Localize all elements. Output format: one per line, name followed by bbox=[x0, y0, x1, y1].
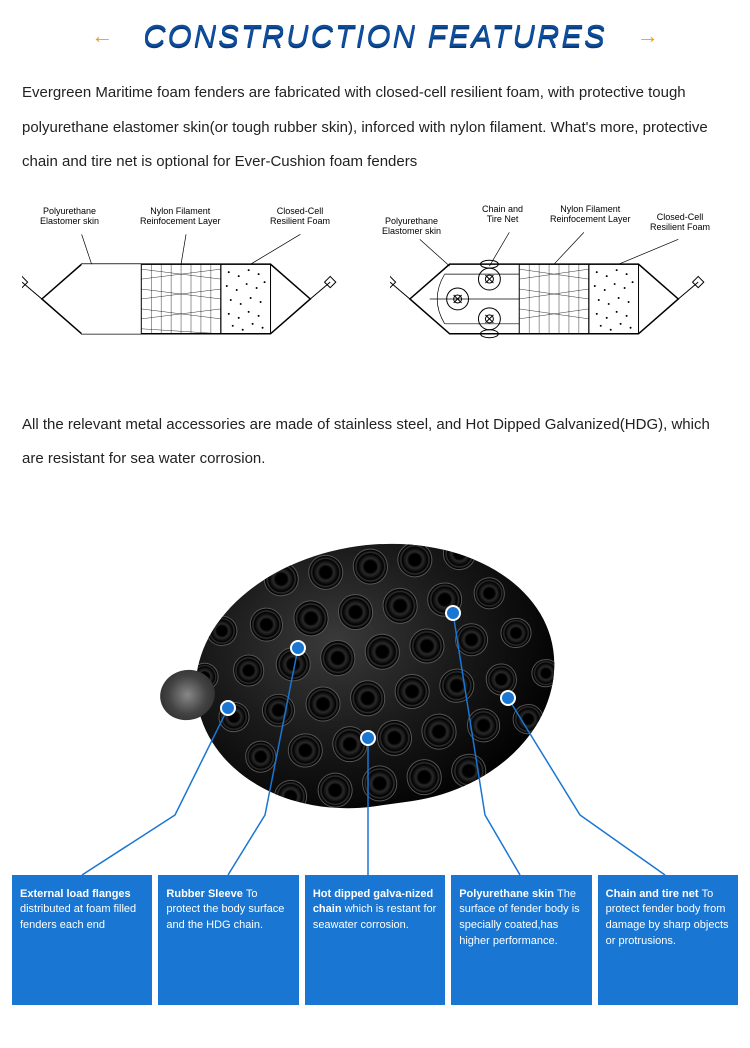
diagram2-label-skin: Polyurethane Elastomer skin bbox=[382, 216, 441, 238]
info-title: Chain and tire net bbox=[606, 888, 702, 900]
page-title: CONSTRUCTION FEATURES bbox=[143, 18, 606, 54]
callout-dot-5 bbox=[500, 690, 516, 706]
info-box-flanges: External load flanges distributed at foa… bbox=[12, 875, 152, 1005]
arrow-left-icon: ← bbox=[91, 23, 113, 49]
diagram2-label-foam: Closed-Cell Resilient Foam bbox=[650, 212, 710, 234]
diagram1-label-foam: Closed-Cell Resilient Foam bbox=[270, 206, 330, 228]
metal-paragraph: All the relevant metal accessories are m… bbox=[0, 394, 750, 491]
callout-dot-4 bbox=[445, 605, 461, 621]
info-box-sleeve: Rubber Sleeve To protect the body surfac… bbox=[158, 875, 298, 1005]
diagram2-label-nylon: Nylon Filament Reinfocement Layer bbox=[550, 204, 631, 226]
product-callout-section: External load flanges distributed at foa… bbox=[0, 495, 750, 1005]
fender-image bbox=[165, 515, 585, 835]
info-text: distributed at foam filled fenders each … bbox=[20, 903, 136, 931]
intro-paragraph: Evergreen Maritime foam fenders are fabr… bbox=[0, 62, 750, 194]
info-title: Polyurethane skin bbox=[459, 888, 557, 900]
info-box-chain: Hot dipped galva-nized chain which is re… bbox=[305, 875, 445, 1005]
callout-dot-2 bbox=[290, 640, 306, 656]
info-box-row: External load flanges distributed at foa… bbox=[0, 875, 750, 1005]
diagram2-label-net: Chain and Tire Net bbox=[482, 204, 523, 226]
diagram-row: Polyurethane Elastomer skin Nylon Filame… bbox=[0, 194, 750, 394]
page-header: ← CONSTRUCTION FEATURES → bbox=[0, 0, 750, 62]
info-box-skin: Polyurethane skin The surface of fender … bbox=[451, 875, 591, 1005]
callout-dot-3 bbox=[360, 730, 376, 746]
info-box-tirenet: Chain and tire net To protect fender bod… bbox=[598, 875, 738, 1005]
callout-dot-1 bbox=[220, 700, 236, 716]
diagram-net-fender: Polyurethane Elastomer skin Chain and Ti… bbox=[390, 204, 728, 384]
arrow-right-icon: → bbox=[637, 23, 659, 49]
diagram-basic-fender: Polyurethane Elastomer skin Nylon Filame… bbox=[22, 204, 360, 384]
diagram1-label-skin: Polyurethane Elastomer skin bbox=[40, 206, 99, 228]
diagram1-label-nylon: Nylon Filament Reinfocement Layer bbox=[140, 206, 221, 228]
info-title: Rubber Sleeve bbox=[166, 888, 245, 900]
info-title: External load flanges bbox=[20, 888, 131, 900]
